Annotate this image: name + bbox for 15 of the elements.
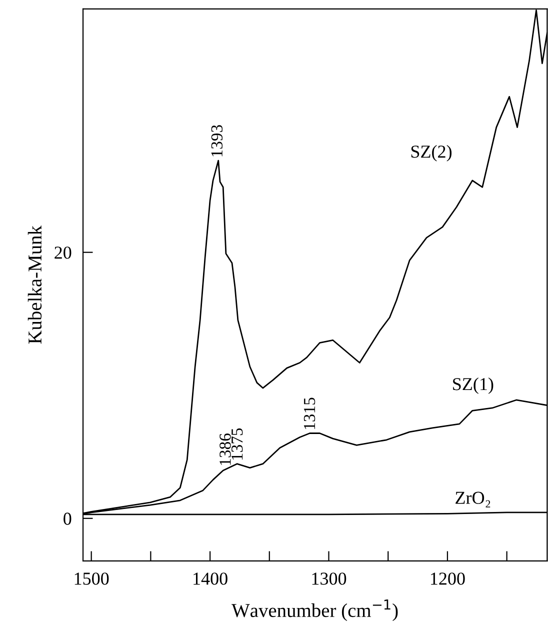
- x-tick-label: 1200: [430, 572, 465, 585]
- y-axis-title: Kubelka-Munk: [28, 226, 42, 344]
- x-tick-label: 1500: [74, 572, 109, 585]
- annotation: 1393: [211, 125, 223, 156]
- series-label: ZrO₂: [456, 492, 490, 508]
- series-label: SZ(1): [453, 378, 494, 394]
- x-tick-label: 1300: [312, 572, 346, 585]
- series-label: SZ(2): [411, 145, 452, 162]
- y-tick-label: 0: [64, 512, 72, 525]
- x-tick-label: 1400: [194, 572, 228, 585]
- annotation: 1375: [232, 428, 243, 460]
- annotation: 1386: [220, 434, 231, 465]
- annotation: 1315: [304, 398, 316, 430]
- y-tick-label: 20: [54, 246, 72, 259]
- x-axis-title: Wavenumber (cm$^{−1}$): [232, 600, 398, 622]
